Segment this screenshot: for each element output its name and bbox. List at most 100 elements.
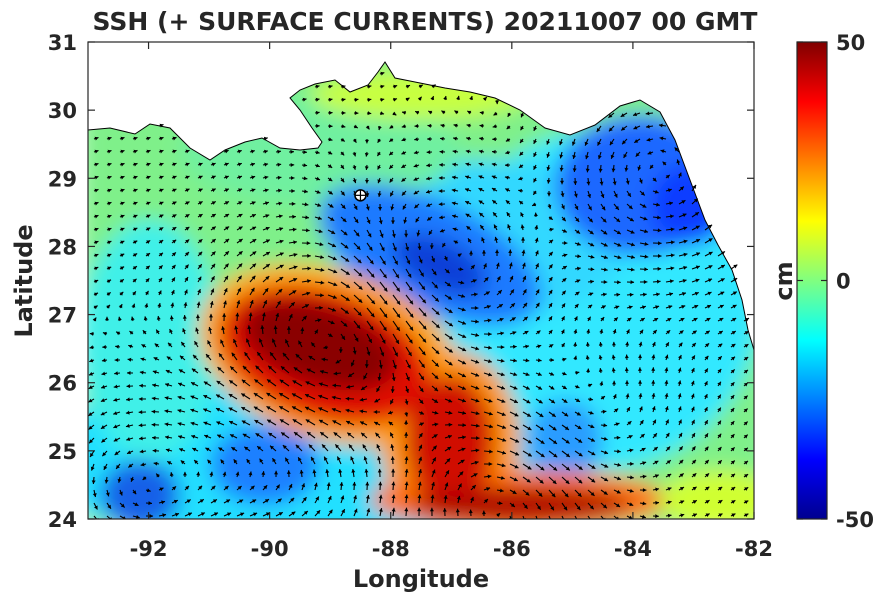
current-arrow-head <box>354 97 359 102</box>
current-arrow-head <box>499 488 504 493</box>
current-arrow-head <box>563 253 568 258</box>
current-arrow-head <box>465 200 470 205</box>
current-arrow-head <box>165 383 170 387</box>
current-arrow-head <box>146 253 151 257</box>
current-arrow-head <box>187 512 192 517</box>
current-arrow-head <box>414 124 419 129</box>
current-arrow-head <box>194 341 198 346</box>
current-arrow-head <box>617 242 622 247</box>
current-arrow-head <box>264 149 268 154</box>
current-arrow-head <box>177 422 182 426</box>
current-arrow-head <box>303 163 308 168</box>
current-arrow-head <box>457 253 462 258</box>
current-arrow-head <box>666 446 671 451</box>
current-arrow-head <box>393 84 398 89</box>
current-arrow-head <box>669 279 674 284</box>
current-arrow-head <box>642 461 647 466</box>
current-arrow-head <box>590 267 595 272</box>
y-tick-label: 30 <box>48 99 77 123</box>
current-arrow-head <box>426 150 431 155</box>
current-arrow-head <box>233 339 237 344</box>
current-arrow-head <box>363 375 367 380</box>
current-arrow-head <box>211 485 216 490</box>
current-arrow-head <box>366 351 371 356</box>
current-arrow-head <box>520 113 525 118</box>
current-arrow-head <box>100 425 105 429</box>
current-arrow-head <box>328 137 333 142</box>
current-arrow-head <box>348 444 353 449</box>
current-arrow-head <box>573 316 578 321</box>
current-arrow-head <box>154 343 159 348</box>
current-arrow-head <box>394 260 398 265</box>
current-arrow-head <box>265 226 270 231</box>
current-arrow-head <box>192 447 197 452</box>
current-arrow-head <box>491 188 496 192</box>
current-arrow-head <box>624 367 629 372</box>
current-arrow-head <box>159 487 164 492</box>
current-arrow-head <box>277 175 282 180</box>
current-arrow-head <box>439 149 444 154</box>
current-arrow-head <box>602 504 607 509</box>
current-arrow-head <box>133 201 138 206</box>
current-arrow-head <box>211 162 216 167</box>
current-arrow-head <box>434 375 439 380</box>
current-arrow-head <box>451 175 456 180</box>
current-arrow-head <box>494 236 499 241</box>
current-arrow-head <box>500 358 505 363</box>
current-arrow-head <box>633 125 638 130</box>
current-arrow-head <box>120 162 125 167</box>
current-arrow-head <box>286 326 291 330</box>
current-arrow-head <box>533 165 537 170</box>
current-arrow-head <box>561 290 566 295</box>
current-arrow-head <box>602 218 607 223</box>
current-arrow-head <box>547 192 552 197</box>
current-arrow-head <box>691 342 696 347</box>
current-arrow-head <box>590 242 595 247</box>
current-arrow-head <box>331 243 336 248</box>
current-arrow-head <box>264 188 269 193</box>
current-arrow-head <box>278 288 283 293</box>
current-arrow-head <box>590 424 595 429</box>
current-arrow-head <box>481 510 486 515</box>
current-arrow-head <box>540 440 545 444</box>
current-arrow-head <box>692 500 697 504</box>
current-arrow-head <box>445 269 450 274</box>
current-arrow-head <box>282 445 287 450</box>
current-arrow-head <box>302 497 307 502</box>
current-arrow-head <box>604 477 609 482</box>
current-arrow-head <box>250 287 255 292</box>
current-arrow-head <box>731 500 736 504</box>
current-arrow-head <box>690 393 695 398</box>
current-arrow-head <box>415 218 420 223</box>
current-arrow-head <box>211 175 216 180</box>
current-arrow-head <box>527 452 532 457</box>
current-arrow-head <box>268 432 273 437</box>
current-arrow-head <box>732 318 737 322</box>
current-arrow-head <box>682 292 686 296</box>
current-arrow-head <box>653 433 657 438</box>
current-arrow-head <box>452 214 457 219</box>
current-arrow-head <box>690 406 695 411</box>
current-arrow-head <box>146 175 151 180</box>
current-arrow-head <box>484 498 488 503</box>
current-arrow-head <box>624 354 629 359</box>
current-arrow-head <box>695 225 700 230</box>
current-arrow-head <box>342 218 347 222</box>
current-arrow-head <box>551 493 556 498</box>
current-arrow-head <box>381 260 386 265</box>
current-arrow-head <box>162 513 167 518</box>
current-arrow-head <box>683 265 688 270</box>
current-arrow-head <box>88 371 93 376</box>
current-arrow-head <box>380 84 385 89</box>
current-arrow-head <box>493 212 497 217</box>
current-arrow-head <box>251 162 255 167</box>
current-arrow-head <box>275 312 280 317</box>
current-arrow-head <box>312 469 317 474</box>
current-arrow-head <box>148 501 152 506</box>
current-arrow-head <box>252 251 257 256</box>
current-arrow-head <box>240 512 245 517</box>
current-arrow-head <box>617 462 622 467</box>
current-arrow-head <box>526 399 531 404</box>
current-arrow-head <box>88 412 93 416</box>
current-arrow-head <box>664 354 669 359</box>
